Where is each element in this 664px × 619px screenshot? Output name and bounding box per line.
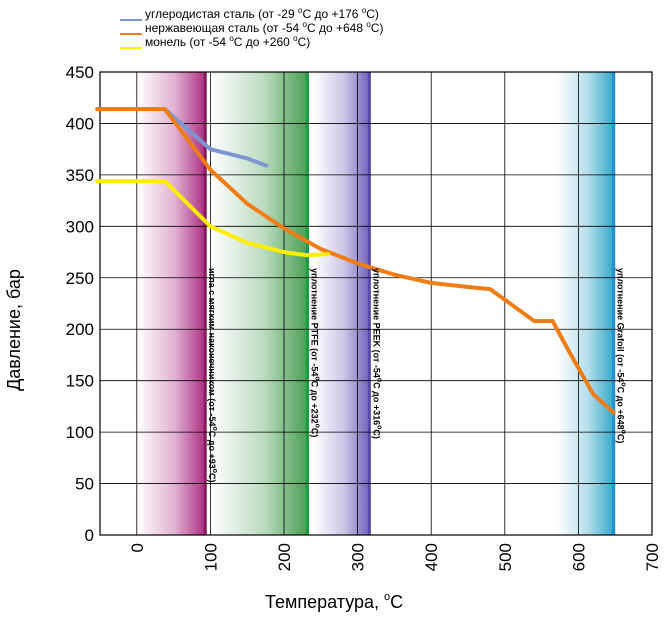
band-label-sup: o: [375, 425, 382, 429]
band-label-part: С): [207, 473, 217, 483]
band-label-sup: o: [620, 430, 627, 434]
y-tick-label: 350: [66, 166, 94, 185]
series-line: [95, 107, 616, 415]
legend-text-part: С до +260: [234, 35, 293, 49]
x-tick-label: 300: [349, 543, 368, 571]
legend-sup: o: [303, 20, 308, 29]
band-label-sup: o: [211, 426, 218, 430]
band-label-part: С до +648: [616, 387, 626, 430]
legend-item: нержавеющая сталь (от -54 oС до +648 oС): [145, 20, 383, 35]
legend-item: углеродистая сталь (от -29 oС до +176 oС…: [145, 6, 379, 21]
band-label: уплотнение PEEK (от -54oС до +316oС): [371, 268, 382, 439]
legend-sup: o: [298, 6, 303, 15]
band-label-sup: o: [375, 378, 382, 382]
series-line: [162, 107, 269, 168]
band-label-sup: o: [314, 376, 321, 380]
y-tick-label: 50: [75, 475, 94, 494]
x-tick-label: 600: [569, 543, 588, 571]
x-axis-label-text: Температура,: [265, 592, 384, 612]
x-tick-label: 400: [422, 543, 441, 571]
band-label: уплотнение Grafoil (от -54oС до +648oС): [616, 268, 627, 443]
grid-layer: [99, 71, 653, 536]
band-label-part: С до +93: [207, 431, 217, 469]
legend-sup: o: [366, 20, 371, 29]
band-region: [210, 72, 308, 535]
legend-text-part: С до +176: [302, 7, 361, 21]
legend-sup: o: [229, 34, 234, 43]
x-tick-label: 200: [275, 543, 294, 571]
y-tick-label: 150: [66, 372, 94, 391]
plot-frame: [99, 71, 653, 536]
legend-sup: o: [362, 6, 367, 15]
band-region: [313, 72, 370, 535]
x-tick-label: 500: [496, 543, 515, 571]
y-tick-label: 300: [66, 217, 94, 236]
band-label: игла с мягким наконечником (от -54oС до …: [207, 268, 218, 483]
x-tick-label: 100: [201, 543, 220, 571]
bands-layer: [136, 72, 616, 535]
band-label-sup: o: [211, 469, 218, 473]
y-tick-label: 200: [66, 320, 94, 339]
band-label-part: С): [371, 429, 381, 439]
band-label-sup: o: [314, 424, 321, 428]
band-label-part: уплотнение Grafoil (от -54: [616, 268, 626, 382]
y-tick-label: 450: [66, 63, 94, 82]
band-region: [556, 72, 614, 535]
band-label-part: уплотнение PTFE (от -54: [310, 268, 320, 376]
ticks-layer: 0 50 100 150 200 250 300 350 400 450 0 100 200 300 400…: [66, 63, 662, 571]
band-label-part: С): [310, 428, 320, 438]
band-label-part: С до +316: [371, 382, 381, 425]
band-label-part: С до +232: [310, 381, 320, 424]
y-tick-label: 250: [66, 269, 94, 288]
legend-text-part: С): [366, 7, 379, 21]
x-tick-label: 700: [643, 543, 662, 571]
band-label-part: игла с мягким наконечником (от -54: [207, 268, 217, 426]
legend-text-part: углеродистая сталь (от -29: [145, 7, 298, 21]
band-label-part: уплотнение PEEK (от -54: [371, 268, 381, 378]
legend-text-part: С): [298, 35, 311, 49]
x-tick-label: 0: [128, 543, 147, 552]
band-label-sup: o: [620, 382, 627, 386]
legend-text-part: С): [371, 21, 384, 35]
band-labels-layer: игла с мягким наконечником (от -54oС до …: [207, 268, 626, 483]
band-label-part: С): [616, 434, 626, 444]
legend-text-part: монель (от -54: [145, 35, 229, 49]
legend-item: монель (от -54 oС до +260 oС): [145, 34, 310, 49]
y-axis-label: Давление, бар: [4, 269, 24, 391]
legend: углеродистая сталь (от -29 oС до +176 oС…: [120, 6, 383, 49]
legend-text-part: нержавеющая сталь (от -54: [145, 21, 303, 35]
x-axis-label: Температура, oC: [265, 591, 403, 612]
legend-text-part: С до +648: [307, 21, 366, 35]
y-tick-label: 400: [66, 114, 94, 133]
band-region: [136, 72, 206, 535]
x-axis-label-sup: o: [384, 591, 390, 603]
y-tick-label: 100: [66, 423, 94, 442]
band-label: уплотнение PTFE (от -54oС до +232oС): [310, 268, 321, 437]
legend-sup: o: [293, 34, 298, 43]
series-line: [95, 179, 331, 258]
x-axis-label-unit: C: [390, 592, 403, 612]
y-tick-label: 0: [85, 526, 94, 545]
series-layer: [95, 107, 616, 415]
